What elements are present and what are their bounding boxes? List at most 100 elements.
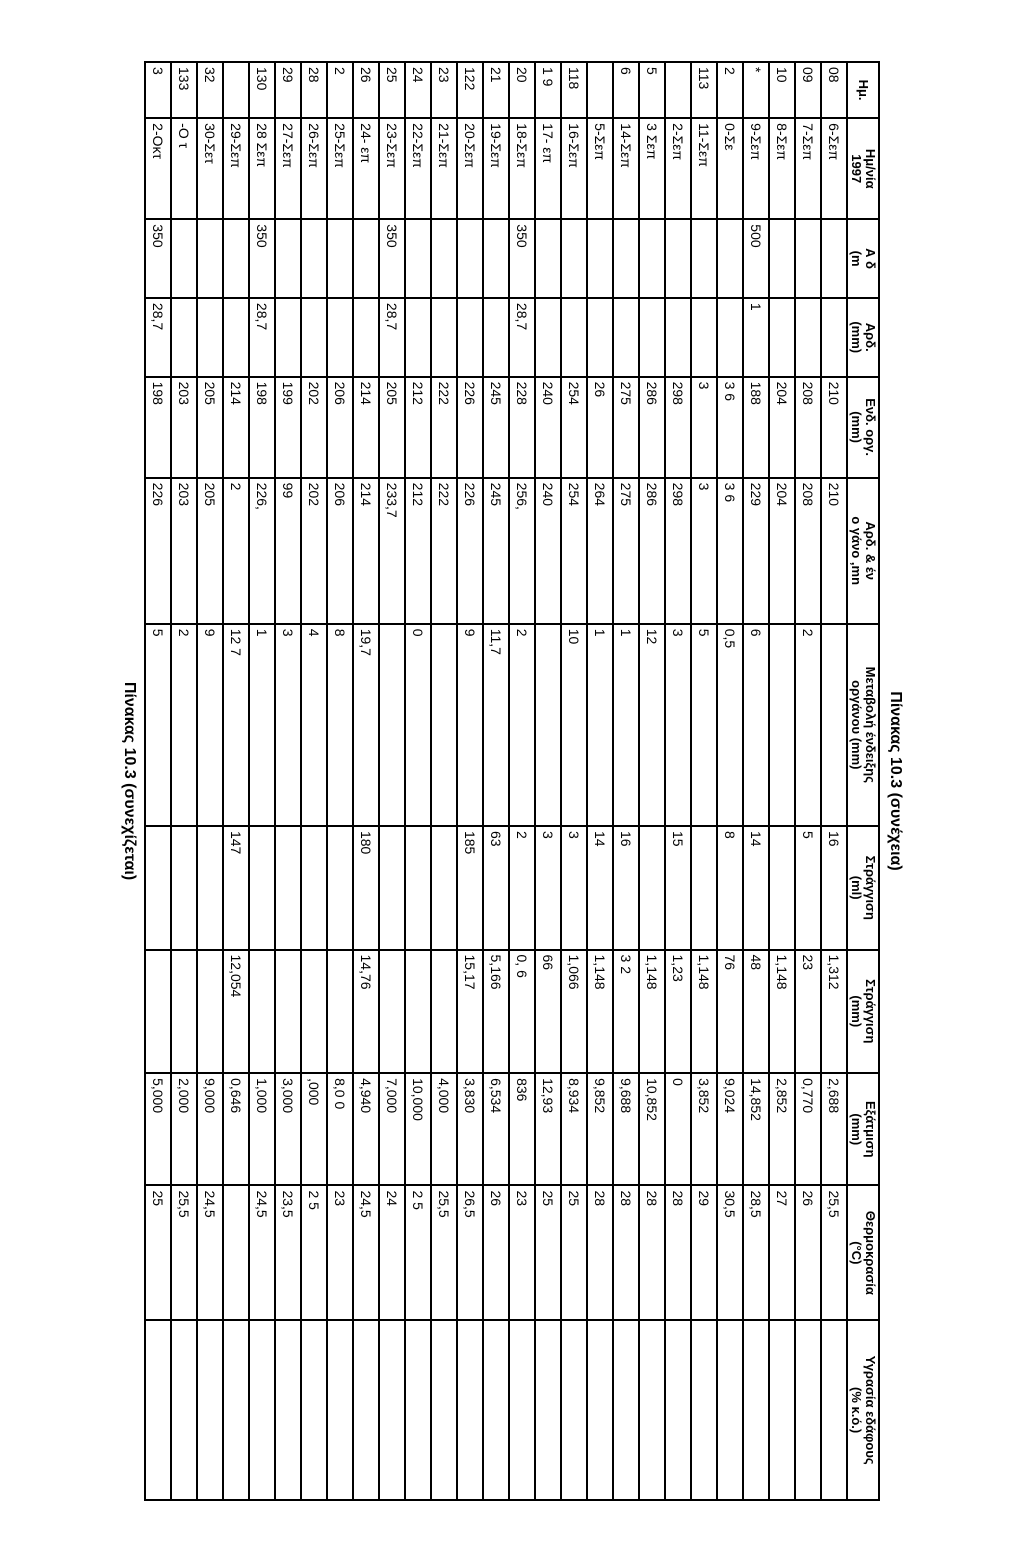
cell-ad <box>431 219 457 298</box>
cell-ard <box>353 298 379 377</box>
table-caption-bottom: Πίνακας 10.3 (συνεχίζεται) <box>120 682 138 880</box>
cell-ard <box>665 298 691 377</box>
cell-ardev: 298 <box>665 478 691 624</box>
cell-ard <box>691 298 717 377</box>
cell-ad <box>483 219 509 298</box>
table-row: 2927-Σεπ1999933,00023,5 <box>275 62 301 1500</box>
header-row: Ημ.Ημ/νία1997Α δ(mΑρδ.(mm)Ενδ. οργ.(mm)Α… <box>847 62 880 1500</box>
cell-str_ml: 14 <box>743 826 769 950</box>
cell-temp: 23 <box>327 1185 353 1320</box>
cell-end: 203 <box>171 377 197 478</box>
cell-end: 204 <box>769 377 795 478</box>
cell-end: 226 <box>457 377 483 478</box>
cell-ard <box>769 298 795 377</box>
cell-end: 198 <box>249 377 275 478</box>
cell-end: 199 <box>275 377 301 478</box>
cell-str_ml <box>691 826 717 950</box>
cell-temp: 24,5 <box>249 1185 275 1320</box>
cell-date: 30-Σετ <box>197 118 223 219</box>
table-row: 108-Σεπ2042041,1482,85227 <box>769 62 795 1500</box>
cell-evap: 5,000 <box>145 1073 171 1185</box>
cell-ard <box>171 298 197 377</box>
cell-date: 28 Σεπ <box>249 118 275 219</box>
table-body: 086-Σεπ210210161,3122,68825,5097-Σεπ2082… <box>145 62 847 1500</box>
cell-ardev: 202 <box>301 478 327 624</box>
cell-meta: 12 7 <box>223 624 249 826</box>
cell-ardev: 233,7 <box>379 478 405 624</box>
cell-ard <box>275 298 301 377</box>
cell-ardev: 204 <box>769 478 795 624</box>
cell-date: 3 Σεπ <box>639 118 665 219</box>
cell-date: 2-Σεπ <box>665 118 691 219</box>
cell-end: 214 <box>353 377 379 478</box>
cell-evap: 9,852 <box>587 1073 613 1185</box>
cell-soil <box>431 1320 457 1500</box>
cell-ad <box>561 219 587 298</box>
cell-str_ml: 3 <box>561 826 587 950</box>
cell-str_ml: 16 <box>821 826 847 950</box>
table-row: 32-Οκτ35028,719822655,00025 <box>145 62 171 1500</box>
cell-soil <box>171 1320 197 1500</box>
cell-ard <box>717 298 743 377</box>
cell-str_ml <box>249 826 275 950</box>
cell-end: 214 <box>223 377 249 478</box>
cell-evap: 3,830 <box>457 1073 483 1185</box>
cell-ard <box>587 298 613 377</box>
cell-ardev: 226 <box>145 478 171 624</box>
cell-str_mm: 1,148 <box>691 950 717 1074</box>
cell-str_mm: 1,148 <box>639 950 665 1074</box>
cell-ard: 1 <box>743 298 769 377</box>
cell-evap: 0,646 <box>223 1073 249 1185</box>
cell-str_mm: 1,148 <box>769 950 795 1074</box>
cell-str_mm: 1,312 <box>821 950 847 1074</box>
cell-ad <box>717 219 743 298</box>
cell-date: 2-Οκτ <box>145 118 171 219</box>
cell-str_ml: 185 <box>457 826 483 950</box>
cell-evap: 8,0 0 <box>327 1073 353 1185</box>
cell-temp: 25 <box>535 1185 561 1320</box>
cell-soil <box>145 1320 171 1500</box>
cell-meta: 3 <box>665 624 691 826</box>
cell-ard <box>613 298 639 377</box>
cell-end: 3 <box>691 377 717 478</box>
cell-soil <box>743 1320 769 1500</box>
table-row: 1 917- επ24024036612,9325 <box>535 62 561 1500</box>
cell-ad: 350 <box>509 219 535 298</box>
cell-evap: 836 <box>509 1073 535 1185</box>
cell-str_mm: 66 <box>535 950 561 1074</box>
cell-ad <box>301 219 327 298</box>
cell-hm: 133 <box>171 62 197 118</box>
col-header-meta: Μεταβολή ένδειξηςοργάνου (mm) <box>847 624 880 826</box>
cell-soil <box>249 1320 275 1500</box>
cell-str_ml <box>405 826 431 950</box>
cell-temp: 28 <box>587 1185 613 1320</box>
cell-str_mm <box>327 950 353 1074</box>
cell-str_mm: 0, 6 <box>509 950 535 1074</box>
cell-date: 22-Σεπ <box>405 118 431 219</box>
cell-soil <box>301 1320 327 1500</box>
cell-str_ml <box>197 826 223 950</box>
cell-hm: 10 <box>769 62 795 118</box>
cell-date: 27-Σεπ <box>275 118 301 219</box>
col-header-ad: Α δ(m <box>847 219 880 298</box>
cell-ard: 28,7 <box>145 298 171 377</box>
cell-date: -Ο τ <box>171 118 197 219</box>
cell-temp: 26 <box>483 1185 509 1320</box>
table-row: 614-Σεπ2752751163 29,68828 <box>613 62 639 1500</box>
cell-hm: 2 <box>717 62 743 118</box>
cell-temp: 25,5 <box>171 1185 197 1320</box>
cell-date: 7-Σεπ <box>795 118 821 219</box>
cell-str_ml <box>431 826 457 950</box>
cell-temp: 25,5 <box>431 1185 457 1320</box>
cell-ad <box>613 219 639 298</box>
cell-str_ml: 16 <box>613 826 639 950</box>
cell-str_ml: 147 <box>223 826 249 950</box>
cell-ad <box>223 219 249 298</box>
cell-str_mm: 1,066 <box>561 950 587 1074</box>
cell-soil <box>457 1320 483 1500</box>
cell-soil <box>769 1320 795 1500</box>
cell-ardev: 205 <box>197 478 223 624</box>
cell-str_mm: 12,054 <box>223 950 249 1074</box>
cell-temp: 23,5 <box>275 1185 301 1320</box>
cell-hm: 122 <box>457 62 483 118</box>
